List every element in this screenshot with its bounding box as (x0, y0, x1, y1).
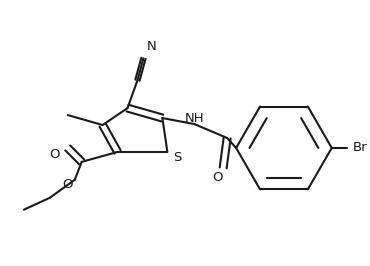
Text: O: O (63, 178, 73, 191)
Text: N: N (147, 40, 156, 53)
Text: O: O (212, 171, 222, 184)
Text: O: O (50, 148, 60, 161)
Text: S: S (173, 151, 182, 164)
Text: Br: Br (353, 142, 367, 155)
Text: NH: NH (185, 111, 204, 124)
